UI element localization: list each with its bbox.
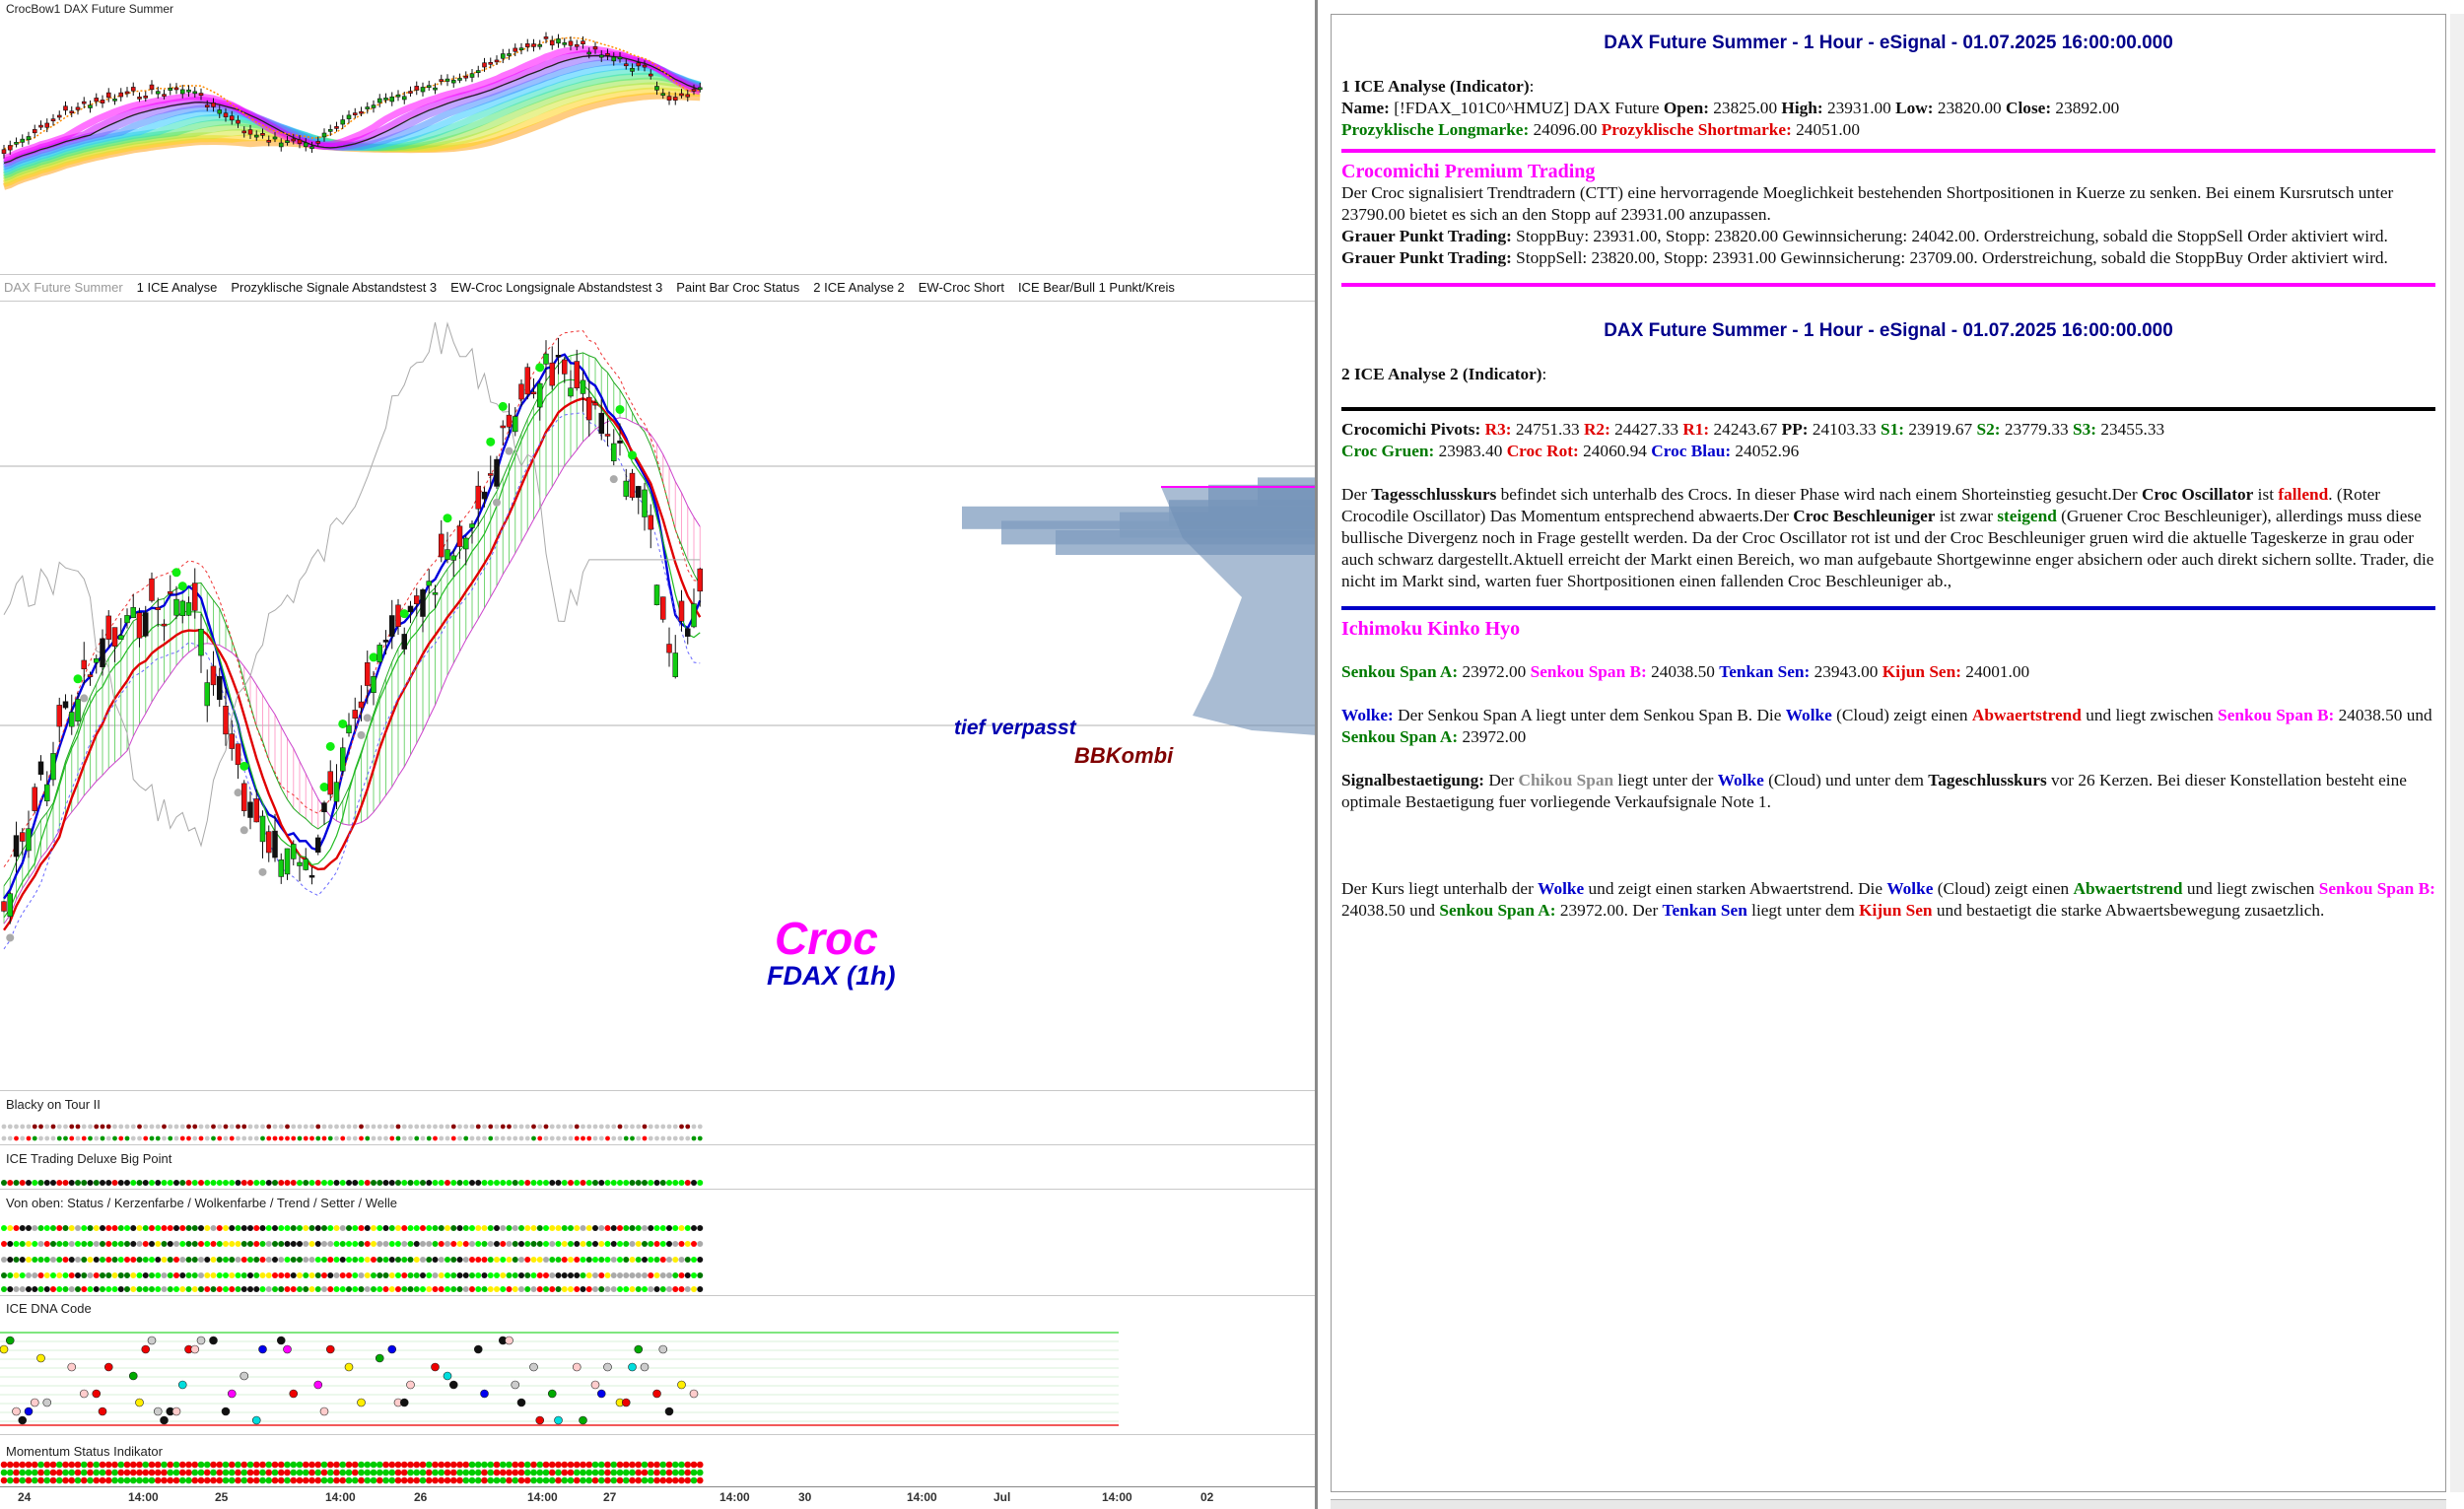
signalbestaetigung-text: Signalbestaetigung: Der Chikou Span lieg… xyxy=(1341,771,2407,811)
ichimoku-values: Senkou Span A: 23972.00 Senkou Span B: 2… xyxy=(1341,662,2030,681)
ichimoku-title: Ichimoku Kinko Hyo xyxy=(1341,618,1521,640)
time-axis-label: 14:00 xyxy=(527,1490,558,1504)
main-ice-chart[interactable] xyxy=(0,302,1317,1090)
ice-trading-panel-label: ICE Trading Deluxe Big Point xyxy=(6,1151,172,1166)
top-price-chart[interactable] xyxy=(0,0,1317,276)
momentum-panel-label: Momentum Status Indikator xyxy=(6,1444,163,1459)
marken-line: Prozyklische Longmarke: 24096.00 Prozykl… xyxy=(1341,120,1860,139)
time-axis-label: 27 xyxy=(603,1490,617,1504)
time-axis-label: 14:00 xyxy=(128,1490,159,1504)
indicator-tab[interactable]: Prozyklische Signale Abstandstest 3 xyxy=(231,280,438,295)
analysis-text-panel[interactable]: DAX Future Summer - 1 Hour - eSignal - 0… xyxy=(1331,14,2446,1492)
panel2-header: DAX Future Summer - 1 Hour - eSignal - 0… xyxy=(1604,320,2173,341)
time-axis-label: 30 xyxy=(798,1490,812,1504)
dna-panel-label: ICE DNA Code xyxy=(6,1301,92,1316)
magenta-divider xyxy=(1341,149,2435,153)
time-axis-label: 14:00 xyxy=(1102,1490,1132,1504)
croc-watermark: Croc xyxy=(775,913,878,964)
time-axis-label: 02 xyxy=(1200,1490,1214,1504)
indicator-legend-tabs: DAX Future Summer 1 ICE Analyse Prozyklisc… xyxy=(4,280,1189,295)
kurs-summary-text: Der Kurs liegt unterhalb der Wolke und z… xyxy=(1341,879,2435,920)
top-panel-title: CrocBow1 DAX Future Summer xyxy=(6,2,174,16)
fdax-watermark: FDAX (1h) xyxy=(767,961,896,991)
black-divider xyxy=(1341,407,2435,411)
tief-verpasst-annotation: tief verpasst xyxy=(954,717,1076,739)
chart-area[interactable]: CrocBow1 DAX Future Summer DAX Future Su… xyxy=(0,0,1317,1509)
status-panel-label: Von oben: Status / Kerzenfarbe / Wolkenf… xyxy=(6,1196,397,1210)
indicator-tab[interactable]: ICE Bear/Bull 1 Punkt/Kreis xyxy=(1017,280,1175,295)
time-axis-label: Jul xyxy=(993,1490,1011,1504)
analyse1-line: 1 ICE Analyse (Indicator): xyxy=(1341,77,1535,96)
time-axis-label: 14:00 xyxy=(325,1490,356,1504)
panel-splitter[interactable] xyxy=(1315,0,1318,1509)
indicator-tab[interactable]: DAX Future Summer xyxy=(4,280,123,295)
premium-text: Der Croc signalisiert Trendtradern (CTT)… xyxy=(1341,183,2394,224)
time-axis: 24 14:00 25 14:00 26 14:00 27 14:00 30 14:00 Jul 14… xyxy=(0,1488,1317,1509)
wolke-text: Wolke: Der Senkou Span A liegt unter dem… xyxy=(1341,706,2432,746)
blacky-panel-label: Blacky on Tour II xyxy=(6,1097,101,1112)
indicator-tab[interactable]: 1 ICE Analyse xyxy=(136,280,218,295)
time-axis-label: 14:00 xyxy=(907,1490,937,1504)
croc-analysis-text: Der Tagesschlusskurs befindet sich unter… xyxy=(1341,485,2434,590)
premium-title: Crocomichi Premium Trading xyxy=(1341,161,1596,182)
horizontal-scrollbar[interactable] xyxy=(1331,1499,2446,1509)
indicator-tab[interactable]: 2 ICE Analyse 2 xyxy=(813,280,905,295)
time-axis-label: 24 xyxy=(18,1490,32,1504)
bbkombi-annotation: BBKombi xyxy=(1074,743,1174,768)
croc-lines: Croc Gruen: 23983.40 Croc Rot: 24060.94 … xyxy=(1341,442,1800,460)
panel1-header: DAX Future Summer - 1 Hour - eSignal - 0… xyxy=(1604,33,2173,53)
blue-divider xyxy=(1341,606,2435,610)
grauer-punkt-2: Grauer Punkt Trading: StoppSell: 23820.0… xyxy=(1341,248,2388,267)
time-axis-label: 14:00 xyxy=(719,1490,750,1504)
time-axis-label: 25 xyxy=(215,1490,229,1504)
indicator-tab[interactable]: Paint Bar Croc Status xyxy=(676,280,800,295)
indicator-tab[interactable]: EW-Croc Longsignale Abstandstest 3 xyxy=(450,280,663,295)
grauer-punkt-1: Grauer Punkt Trading: StoppBuy: 23931.00… xyxy=(1341,227,2388,245)
ohlc-line: Name: [!FDAX_101C0^HMUZ] DAX Future Open… xyxy=(1341,99,2120,117)
pivots-line: Crocomichi Pivots: R3: 24751.33 R2: 2442… xyxy=(1341,420,2165,439)
time-axis-label: 26 xyxy=(414,1490,428,1504)
analyse2-line: 2 ICE Analyse 2 (Indicator): xyxy=(1341,365,1547,383)
text-panel-scrollbar[interactable] xyxy=(2450,14,2464,1492)
indicator-tab[interactable]: EW-Croc Short xyxy=(918,280,1004,295)
magenta-divider xyxy=(1341,283,2435,287)
